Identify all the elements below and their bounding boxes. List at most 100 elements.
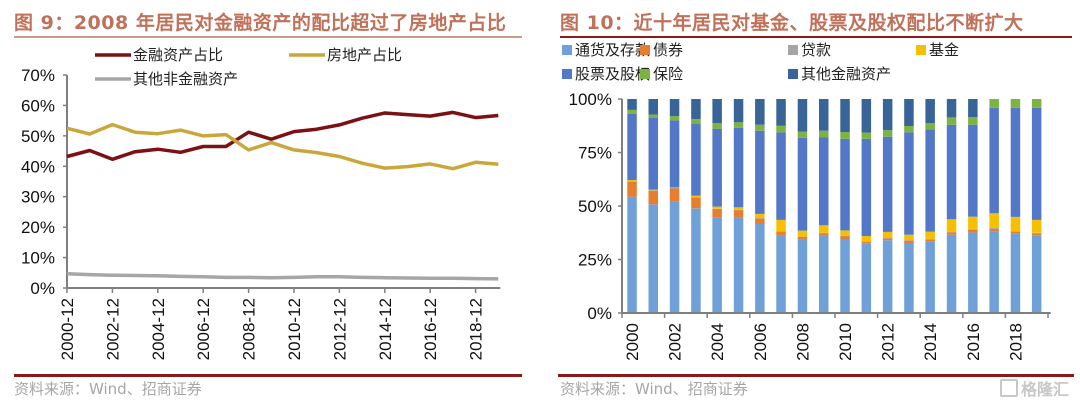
bar-segment-2018-3 [1010, 231, 1021, 232]
left-figure-panel: 图 9：2008 年居民对金融资产的配比超过了房地产占比 0% 10% 20% 30%… [0, 0, 530, 402]
bar-segment-2019-6 [1031, 99, 1042, 108]
bar-segment-2015-5 [946, 124, 957, 220]
bar-segment-2003-2 [691, 197, 701, 209]
bar-segment-2007-6 [776, 125, 786, 133]
legend-label: 债券 [653, 41, 683, 59]
x-tick-label: 2000-12 [58, 298, 77, 360]
bar-segment-2000-2 [627, 181, 637, 197]
bar-segment-2010-1 [840, 239, 850, 313]
bar-segment-2019-1 [1031, 235, 1042, 313]
legend-label: 贷款 [801, 41, 831, 59]
bar-segment-2016-2 [968, 229, 978, 233]
left-bottom-rule [14, 374, 522, 377]
bar-segment-2002-5 [669, 120, 680, 188]
x-tick-label: 2014-12 [376, 298, 395, 360]
y-tick-label: 30% [21, 188, 55, 207]
bar-segment-2009-1 [819, 235, 829, 313]
right-bottom-rule [558, 374, 1074, 377]
bar-segment-2003-7 [691, 99, 701, 120]
left-source-note: 资料来源：Wind、招商证券 [14, 380, 202, 398]
bar-segment-2002-2 [669, 188, 680, 202]
x-tick-label: 2000 [623, 323, 642, 361]
y-tick-label: 70% [21, 66, 55, 85]
bar-segment-2018-5 [1010, 107, 1021, 217]
bar-segment-2005-4 [733, 207, 744, 210]
series-line-2 [66, 122, 499, 171]
y-tick-label: 0% [30, 279, 55, 298]
bar-segment-2019-3 [1031, 232, 1042, 234]
bar-segment-2010-3 [840, 236, 850, 237]
bar-segment-2005-5 [733, 127, 744, 208]
bar-segment-2019-5 [1031, 107, 1042, 220]
right-title-rule [560, 36, 1072, 38]
bar-segment-2004-3 [712, 208, 722, 210]
bar-segment-2012-4 [882, 231, 893, 239]
bar-segment-2017-3 [989, 228, 999, 229]
bar-segment-2017-5 [989, 107, 999, 214]
bar-segment-2014-5 [925, 129, 935, 232]
right-figure-title: 图 10：近十年居民对基金、股票及股权配比不断扩大 [560, 12, 1024, 34]
x-tick-label: 2008 [793, 323, 812, 361]
bar-segment-2002-1 [669, 201, 680, 313]
legend-swatch [640, 45, 650, 55]
bar-segment-2011-3 [861, 241, 872, 242]
bar-segment-2008-7 [797, 99, 808, 132]
bar-segment-2014-3 [925, 238, 935, 240]
bar-segment-2016-7 [968, 99, 978, 118]
bar-segment-2009-5 [819, 137, 829, 226]
legend-label: 保险 [653, 65, 683, 83]
bar-segment-2012-7 [882, 99, 893, 131]
bar-segment-2003-4 [691, 195, 701, 198]
bar-segment-2010-5 [840, 138, 850, 231]
bar-segment-2004-4 [712, 206, 722, 209]
bar-segment-2012-6 [882, 130, 893, 137]
y-tick-label: 100% [569, 90, 612, 109]
bar-segment-2018-2 [1010, 231, 1021, 234]
bar-segment-2018-4 [1010, 216, 1021, 231]
bar-segment-2007-7 [776, 99, 786, 126]
bar-segment-2009-7 [819, 99, 829, 131]
bar-segment-2009-6 [819, 130, 829, 138]
legend-label: 股票及股权 [575, 65, 650, 83]
x-tick-label: 2014 [921, 323, 940, 361]
legend-swatch [788, 69, 798, 79]
x-tick-label: 2002-12 [103, 298, 122, 360]
legend-label: 基金 [929, 41, 959, 59]
legend-label: 房地产占比 [327, 46, 402, 64]
y-tick-label: 0% [587, 304, 612, 323]
bar-segment-2007-5 [776, 132, 786, 220]
legend-swatch [788, 45, 798, 55]
bar-segment-2014-7 [925, 99, 935, 123]
bar-segment-2001-5 [648, 118, 658, 190]
legend-swatch [916, 45, 926, 55]
bar-segment-2000-5 [627, 114, 637, 181]
legend-label: 通货及存款 [575, 41, 650, 59]
y-tick-label: 50% [578, 197, 612, 216]
bar-segment-2008-2 [797, 237, 808, 240]
bar-segment-2019-2 [1031, 233, 1042, 236]
bar-segment-2013-6 [904, 126, 914, 133]
bar-segment-2002-4 [669, 187, 680, 188]
legend-label: 其他金融资产 [801, 65, 891, 83]
bar-segment-2007-2 [776, 231, 786, 236]
bar-segment-2012-5 [882, 136, 893, 232]
bar-segment-2011-5 [861, 138, 872, 236]
watermark: 格隆汇 [1000, 376, 1069, 400]
bar-segment-2009-2 [819, 233, 829, 236]
bar-segment-2010-7 [840, 99, 850, 132]
bar-segment-2015-4 [946, 219, 957, 232]
bar-segment-2005-3 [733, 209, 744, 211]
bar-segment-2006-4 [755, 213, 765, 219]
bar-segment-2016-1 [968, 232, 978, 313]
bar-segment-2017-1 [989, 231, 999, 313]
x-tick-label: 2016-12 [421, 298, 440, 360]
bar-segment-2006-2 [755, 218, 765, 224]
bar-segment-2008-6 [797, 131, 808, 138]
bar-segment-2012-1 [882, 240, 893, 313]
x-tick-label: 2018-12 [467, 298, 486, 360]
bar-segment-2010-6 [840, 132, 850, 139]
left-line-chart: 0% 10% 20% 30% 40% 50% 60% 70% 2000-12 2002-12 200… [21, 46, 501, 360]
bar-segment-2012-3 [882, 238, 893, 239]
x-tick-label: 2004-12 [149, 298, 168, 360]
bar-segment-2003-3 [691, 197, 701, 198]
